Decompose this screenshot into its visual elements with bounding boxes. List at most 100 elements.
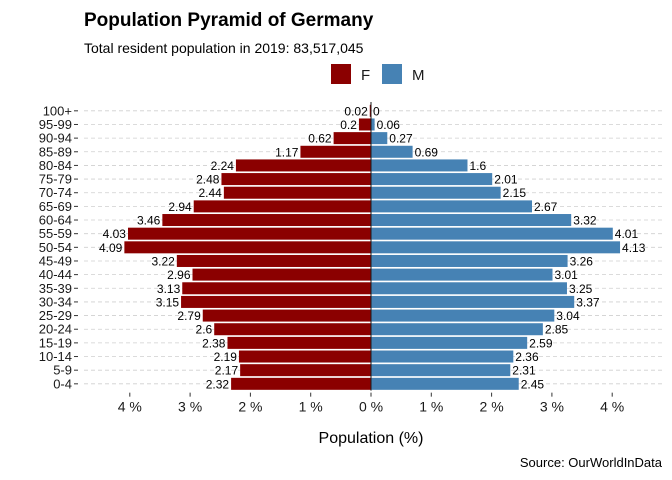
y-tick-label: 60-64 <box>39 213 72 228</box>
data-label-male-50-54: 4.13 <box>622 241 646 255</box>
bar-female-60-64 <box>162 214 371 227</box>
y-tick-label: 40-44 <box>39 267 72 282</box>
bar-male-30-34 <box>371 295 575 308</box>
x-axis-ticks: 4 % 3 % 2 % 1 % 0 % 1 % 2 % 3 % 4 % <box>118 392 624 415</box>
y-tick-label: 85-89 <box>39 144 72 159</box>
chart-caption: Source: OurWorldInData <box>520 455 663 470</box>
bar-male-35-39 <box>371 282 567 295</box>
bar-female-40-44 <box>192 268 371 281</box>
y-tick-label: 65-69 <box>39 199 72 214</box>
data-label-male-40-44: 3.01 <box>555 268 579 282</box>
bar-female-90-94 <box>333 132 371 145</box>
bar-female-5-9 <box>240 364 371 377</box>
y-tick-label: 35-39 <box>39 281 72 296</box>
bar-female-85-89 <box>300 145 371 158</box>
x-tick-label: 4 % <box>600 399 624 415</box>
legend-swatch-m <box>382 64 402 84</box>
data-label-female-5-9: 2.17 <box>215 364 239 378</box>
y-tick-label: 0-4 <box>53 376 72 391</box>
data-label-male-100+: 0 <box>373 104 380 118</box>
data-label-female-90-94: 0.62 <box>308 132 332 146</box>
y-tick-label: 15-19 <box>39 335 72 350</box>
bar-male-5-9 <box>371 364 511 377</box>
y-tick-label: 55-59 <box>39 226 72 241</box>
data-label-female-25-29: 2.79 <box>177 309 201 323</box>
data-label-female-55-59: 4.03 <box>103 227 127 241</box>
bar-male-20-24 <box>371 323 543 336</box>
bar-female-70-74 <box>223 186 371 199</box>
data-label-male-95-99: 0.06 <box>377 118 401 132</box>
bar-male-50-54 <box>371 241 621 254</box>
bar-female-100+ <box>369 104 371 117</box>
bar-male-55-59 <box>371 227 613 240</box>
y-tick-label: 95-99 <box>39 117 72 132</box>
data-label-male-60-64: 3.32 <box>573 214 597 228</box>
data-label-female-100+: 0.02 <box>344 104 368 118</box>
x-tick-label: 3 % <box>178 399 202 415</box>
data-label-female-95-99: 0.2 <box>340 118 357 132</box>
bar-female-50-54 <box>124 241 371 254</box>
bar-male-65-69 <box>371 200 533 213</box>
x-tick-label: 2 % <box>480 399 504 415</box>
y-tick-label: 100+ <box>43 103 72 118</box>
bar-male-70-74 <box>371 186 501 199</box>
x-tick-label: 4 % <box>118 399 142 415</box>
bars <box>124 104 621 390</box>
bar-male-45-49 <box>371 254 568 267</box>
y-tick-label: 70-74 <box>39 185 72 200</box>
data-label-female-75-79: 2.48 <box>196 173 220 187</box>
data-label-male-5-9: 2.31 <box>512 364 536 378</box>
x-tick-label: 2 % <box>238 399 262 415</box>
bar-male-85-89 <box>371 145 413 158</box>
data-label-male-10-14: 2.36 <box>515 350 539 364</box>
data-label-female-65-69: 2.94 <box>168 200 192 214</box>
bar-female-25-29 <box>202 309 371 322</box>
data-label-male-15-19: 2.59 <box>529 336 553 350</box>
bar-female-15-19 <box>227 336 371 349</box>
bar-male-60-64 <box>371 214 572 227</box>
data-label-female-30-34: 3.15 <box>156 295 180 309</box>
data-label-male-0-4: 2.45 <box>521 377 545 391</box>
data-label-female-20-24: 2.6 <box>196 323 213 337</box>
y-tick-label: 5-9 <box>53 363 72 378</box>
bar-male-75-79 <box>371 173 493 186</box>
y-tick-label: 20-24 <box>39 322 72 337</box>
y-tick-label: 75-79 <box>39 172 72 187</box>
bar-female-30-34 <box>181 295 371 308</box>
x-tick-label: 1 % <box>299 399 323 415</box>
bar-male-90-94 <box>371 132 388 145</box>
bar-male-0-4 <box>371 377 519 390</box>
data-label-female-15-19: 2.38 <box>202 336 226 350</box>
y-tick-label: 30-34 <box>39 294 72 309</box>
data-label-male-70-74: 2.15 <box>503 186 527 200</box>
legend-label-f: F <box>361 67 370 84</box>
data-label-male-25-29: 3.04 <box>556 309 580 323</box>
bar-female-10-14 <box>238 350 371 363</box>
x-tick-label: 1 % <box>419 399 443 415</box>
x-tick-label: 0 % <box>359 399 383 415</box>
data-label-male-65-69: 2.67 <box>534 200 558 214</box>
data-label-female-50-54: 4.09 <box>99 241 123 255</box>
bar-female-20-24 <box>214 323 371 336</box>
bar-male-15-19 <box>371 336 528 349</box>
data-label-male-30-34: 3.37 <box>576 295 600 309</box>
bar-female-35-39 <box>182 282 371 295</box>
data-label-female-85-89: 1.17 <box>275 145 299 159</box>
data-label-male-20-24: 2.85 <box>545 323 569 337</box>
legend: F M <box>331 64 425 84</box>
legend-swatch-f <box>331 64 351 84</box>
bar-male-80-84 <box>371 159 468 172</box>
bar-female-0-4 <box>231 377 371 390</box>
chart-title: Population Pyramid of Germany <box>84 10 374 31</box>
bar-male-25-29 <box>371 309 555 322</box>
x-axis-label: Population (%) <box>319 430 424 447</box>
bar-female-55-59 <box>127 227 371 240</box>
bar-female-65-69 <box>193 200 371 213</box>
bar-female-80-84 <box>235 159 371 172</box>
legend-label-m: M <box>412 67 425 84</box>
data-label-female-80-84: 2.24 <box>211 159 235 173</box>
data-label-male-55-59: 4.01 <box>615 227 639 241</box>
bar-female-75-79 <box>221 173 371 186</box>
